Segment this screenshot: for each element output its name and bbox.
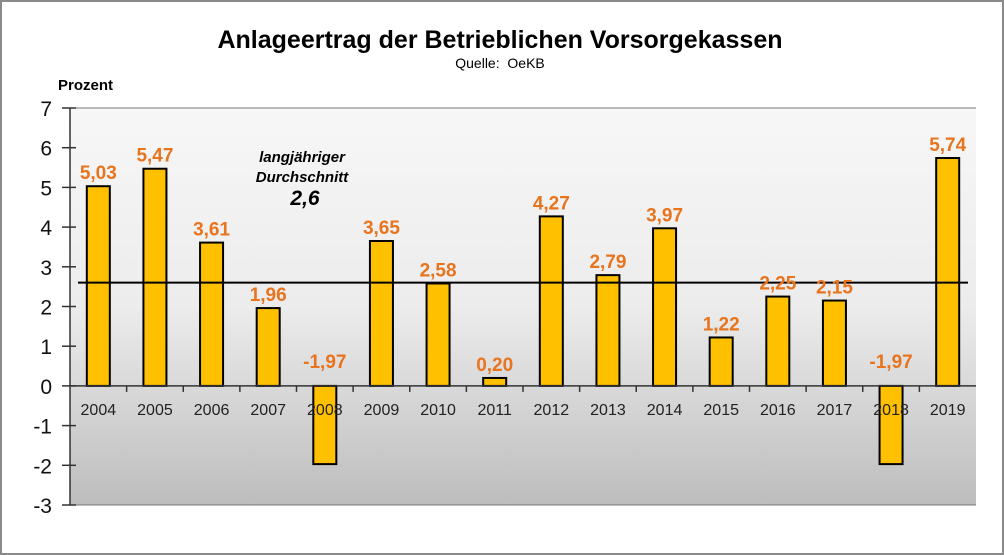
average-label-line2: Durchschnitt [256,169,350,186]
y-tick-label: 0 [40,376,52,399]
y-tick-label: -2 [33,455,52,478]
x-tick-label-2010: 2010 [420,402,456,419]
data-label-2013: 2,79 [589,252,626,273]
bar-2004 [85,185,111,387]
bar-2012 [538,215,564,387]
data-label-2010: 2,58 [420,260,457,281]
x-tick-label-2004: 2004 [81,402,117,419]
bar-2019 [935,157,961,387]
x-tick-label-2009: 2009 [364,402,400,419]
bar-2009 [368,239,394,387]
x-tick-label-2006: 2006 [194,402,230,419]
data-label-2018: -1,97 [869,352,912,373]
bar-2015 [708,336,734,387]
y-tick-label: 1 [40,336,52,359]
data-label-2009: 3,65 [363,218,400,239]
x-tick-label-2011: 2011 [477,402,512,419]
x-tick-label-2013: 2013 [590,402,626,419]
y-tick-label: 6 [40,138,52,161]
bar-2006 [199,241,225,387]
data-label-2005: 5,47 [136,146,173,167]
data-label-2008: -1,97 [303,352,346,373]
x-tick-label-2015: 2015 [703,402,739,419]
bar-2018 [878,384,904,466]
average-label-line1: langjähriger [259,149,346,166]
y-tick-label: -1 [33,416,52,439]
y-tick-label: 4 [40,217,52,240]
bar-2017 [821,299,847,387]
data-label-2006: 3,61 [193,220,230,241]
y-tick-label: 2 [40,297,52,320]
data-label-2016: 2,25 [759,274,796,295]
bar-2010 [425,282,451,387]
x-tick-label-2019: 2019 [930,402,966,419]
x-tick-label-2007: 2007 [250,402,286,419]
bar-2014 [652,227,678,387]
data-label-2015: 1,22 [703,314,740,335]
bar-2011 [482,376,508,387]
average-value-label: 2,6 [289,187,320,210]
x-tick-label-2008: 2008 [307,402,343,419]
y-tick-label: 7 [40,98,52,121]
bar-2005 [142,167,168,387]
y-axis-label: Prozent [58,77,113,94]
y-tick-label: 5 [40,177,52,200]
data-label-2014: 3,97 [646,205,683,226]
data-label-2017: 2,15 [816,278,853,299]
data-label-2019: 5,74 [929,135,966,156]
bar-2007 [255,307,281,387]
y-tick-label: 3 [40,257,52,280]
bar-2016 [765,295,791,387]
chart-subtitle: Quelle: OeKB [455,55,545,71]
data-label-2004: 5,03 [80,163,117,184]
bar-2013 [595,274,621,387]
data-label-2011: 0,20 [476,355,513,376]
data-label-2007: 1,96 [250,285,287,306]
y-tick-label: -3 [33,495,52,518]
bar-2008 [312,384,338,466]
x-tick-label-2016: 2016 [760,402,796,419]
x-tick-label-2012: 2012 [534,402,570,419]
x-tick-label-2014: 2014 [647,402,683,419]
chart-title: Anlageertrag der Betrieblichen Vorsorgek… [217,26,782,54]
x-tick-label-2017: 2017 [817,402,853,419]
data-label-2012: 4,27 [533,193,570,214]
x-tick-label-2005: 2005 [137,402,173,419]
x-tick-label-2018: 2018 [873,402,909,419]
